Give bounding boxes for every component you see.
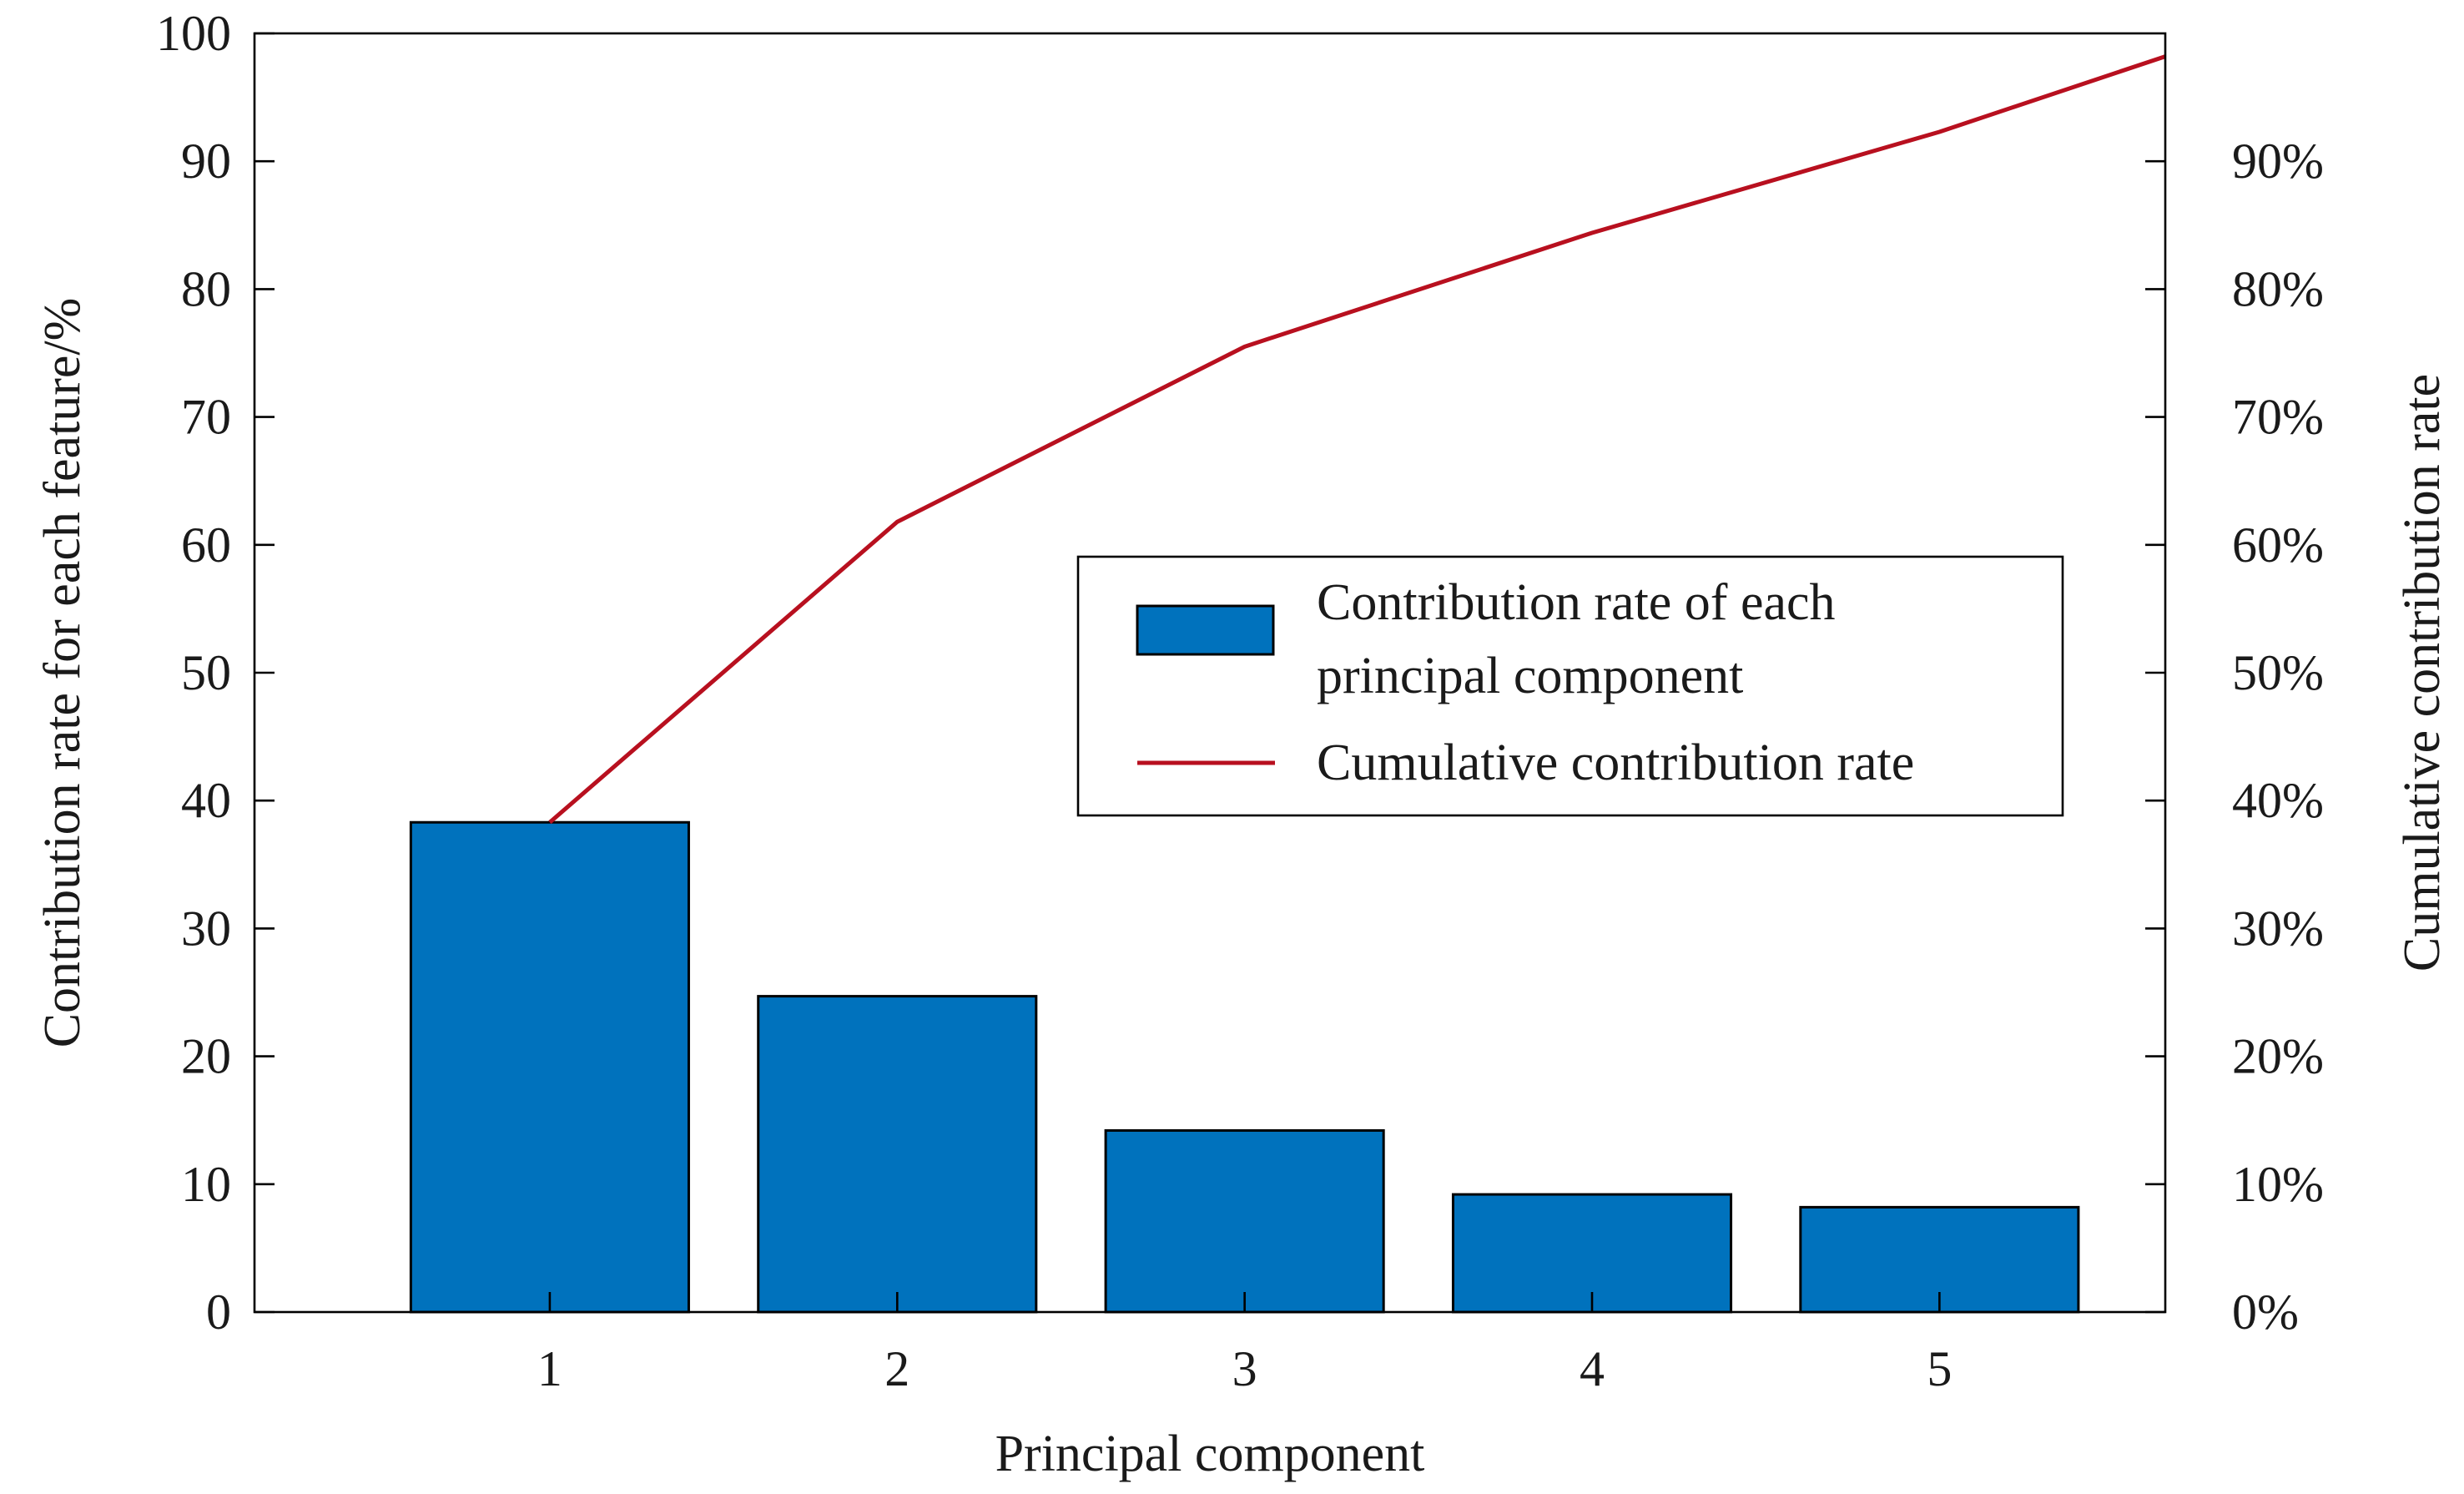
y2-tick-label: 90%: [2232, 134, 2324, 189]
legend-bar-label-line2: principal component: [1317, 648, 1743, 704]
x-tick-label: 1: [537, 1341, 562, 1396]
x-axis-label: Principal component: [995, 1426, 1425, 1482]
y2-tick-label: 20%: [2232, 1029, 2324, 1084]
y-tick-label: 60: [181, 517, 231, 573]
legend-bar-swatch: [1136, 604, 1275, 656]
x-tick-label: 4: [1580, 1341, 1605, 1396]
y2-axis-label: Cumulative contribution rate: [2394, 374, 2451, 972]
y-tick-label: 50: [181, 645, 231, 700]
y-axis-label: Contribution rate for each feature/%: [34, 298, 91, 1048]
legend-line-label: Cumulative contribution rate: [1317, 734, 1914, 791]
y-tick-label: 40: [181, 773, 231, 828]
y-tick-label: 0: [206, 1285, 231, 1340]
y2-tick-label: 10%: [2232, 1157, 2324, 1212]
y2-tick-label: 30%: [2232, 901, 2324, 956]
x-tick-label: 5: [1927, 1341, 1952, 1396]
legend-box: [1076, 555, 2064, 817]
y2-tick-label: 40%: [2232, 773, 2324, 828]
x-tick-label: 2: [884, 1341, 910, 1396]
y-tick-label: 10: [181, 1157, 231, 1212]
bars: [409, 820, 2080, 1314]
y2-tick-label: 70%: [2232, 390, 2324, 445]
y-tick-label: 80: [181, 261, 231, 316]
y-tick-label: 20: [181, 1029, 231, 1084]
y2-tick-label: 60%: [2232, 517, 2324, 573]
y-tick-label: 30: [181, 901, 231, 956]
y2-tick-label: 0%: [2232, 1285, 2299, 1340]
cumulative-line-layer: [548, 54, 2166, 825]
legend: Contribution rate of each principal comp…: [1076, 555, 2064, 817]
x-tick-label: 3: [1232, 1341, 1257, 1396]
y2-tick-label: 50%: [2232, 645, 2324, 700]
y-tick-label: 100: [156, 6, 231, 61]
ticks: 0 10 20 30 40 50 60 70 80 90 100 0% 10% 20% 30% 40% 50% 6…: [156, 6, 2324, 1396]
y2-tick-label: 80%: [2232, 261, 2324, 316]
legend-bar-label-line1: Contribution rate of each: [1317, 574, 1836, 631]
bar-3: [1104, 1128, 1385, 1314]
y-tick-label: 90: [181, 134, 231, 189]
y-tick-label: 70: [181, 390, 231, 445]
bar-2: [757, 995, 1038, 1314]
bar-1: [409, 820, 690, 1314]
cumulative-line: [548, 54, 2166, 825]
